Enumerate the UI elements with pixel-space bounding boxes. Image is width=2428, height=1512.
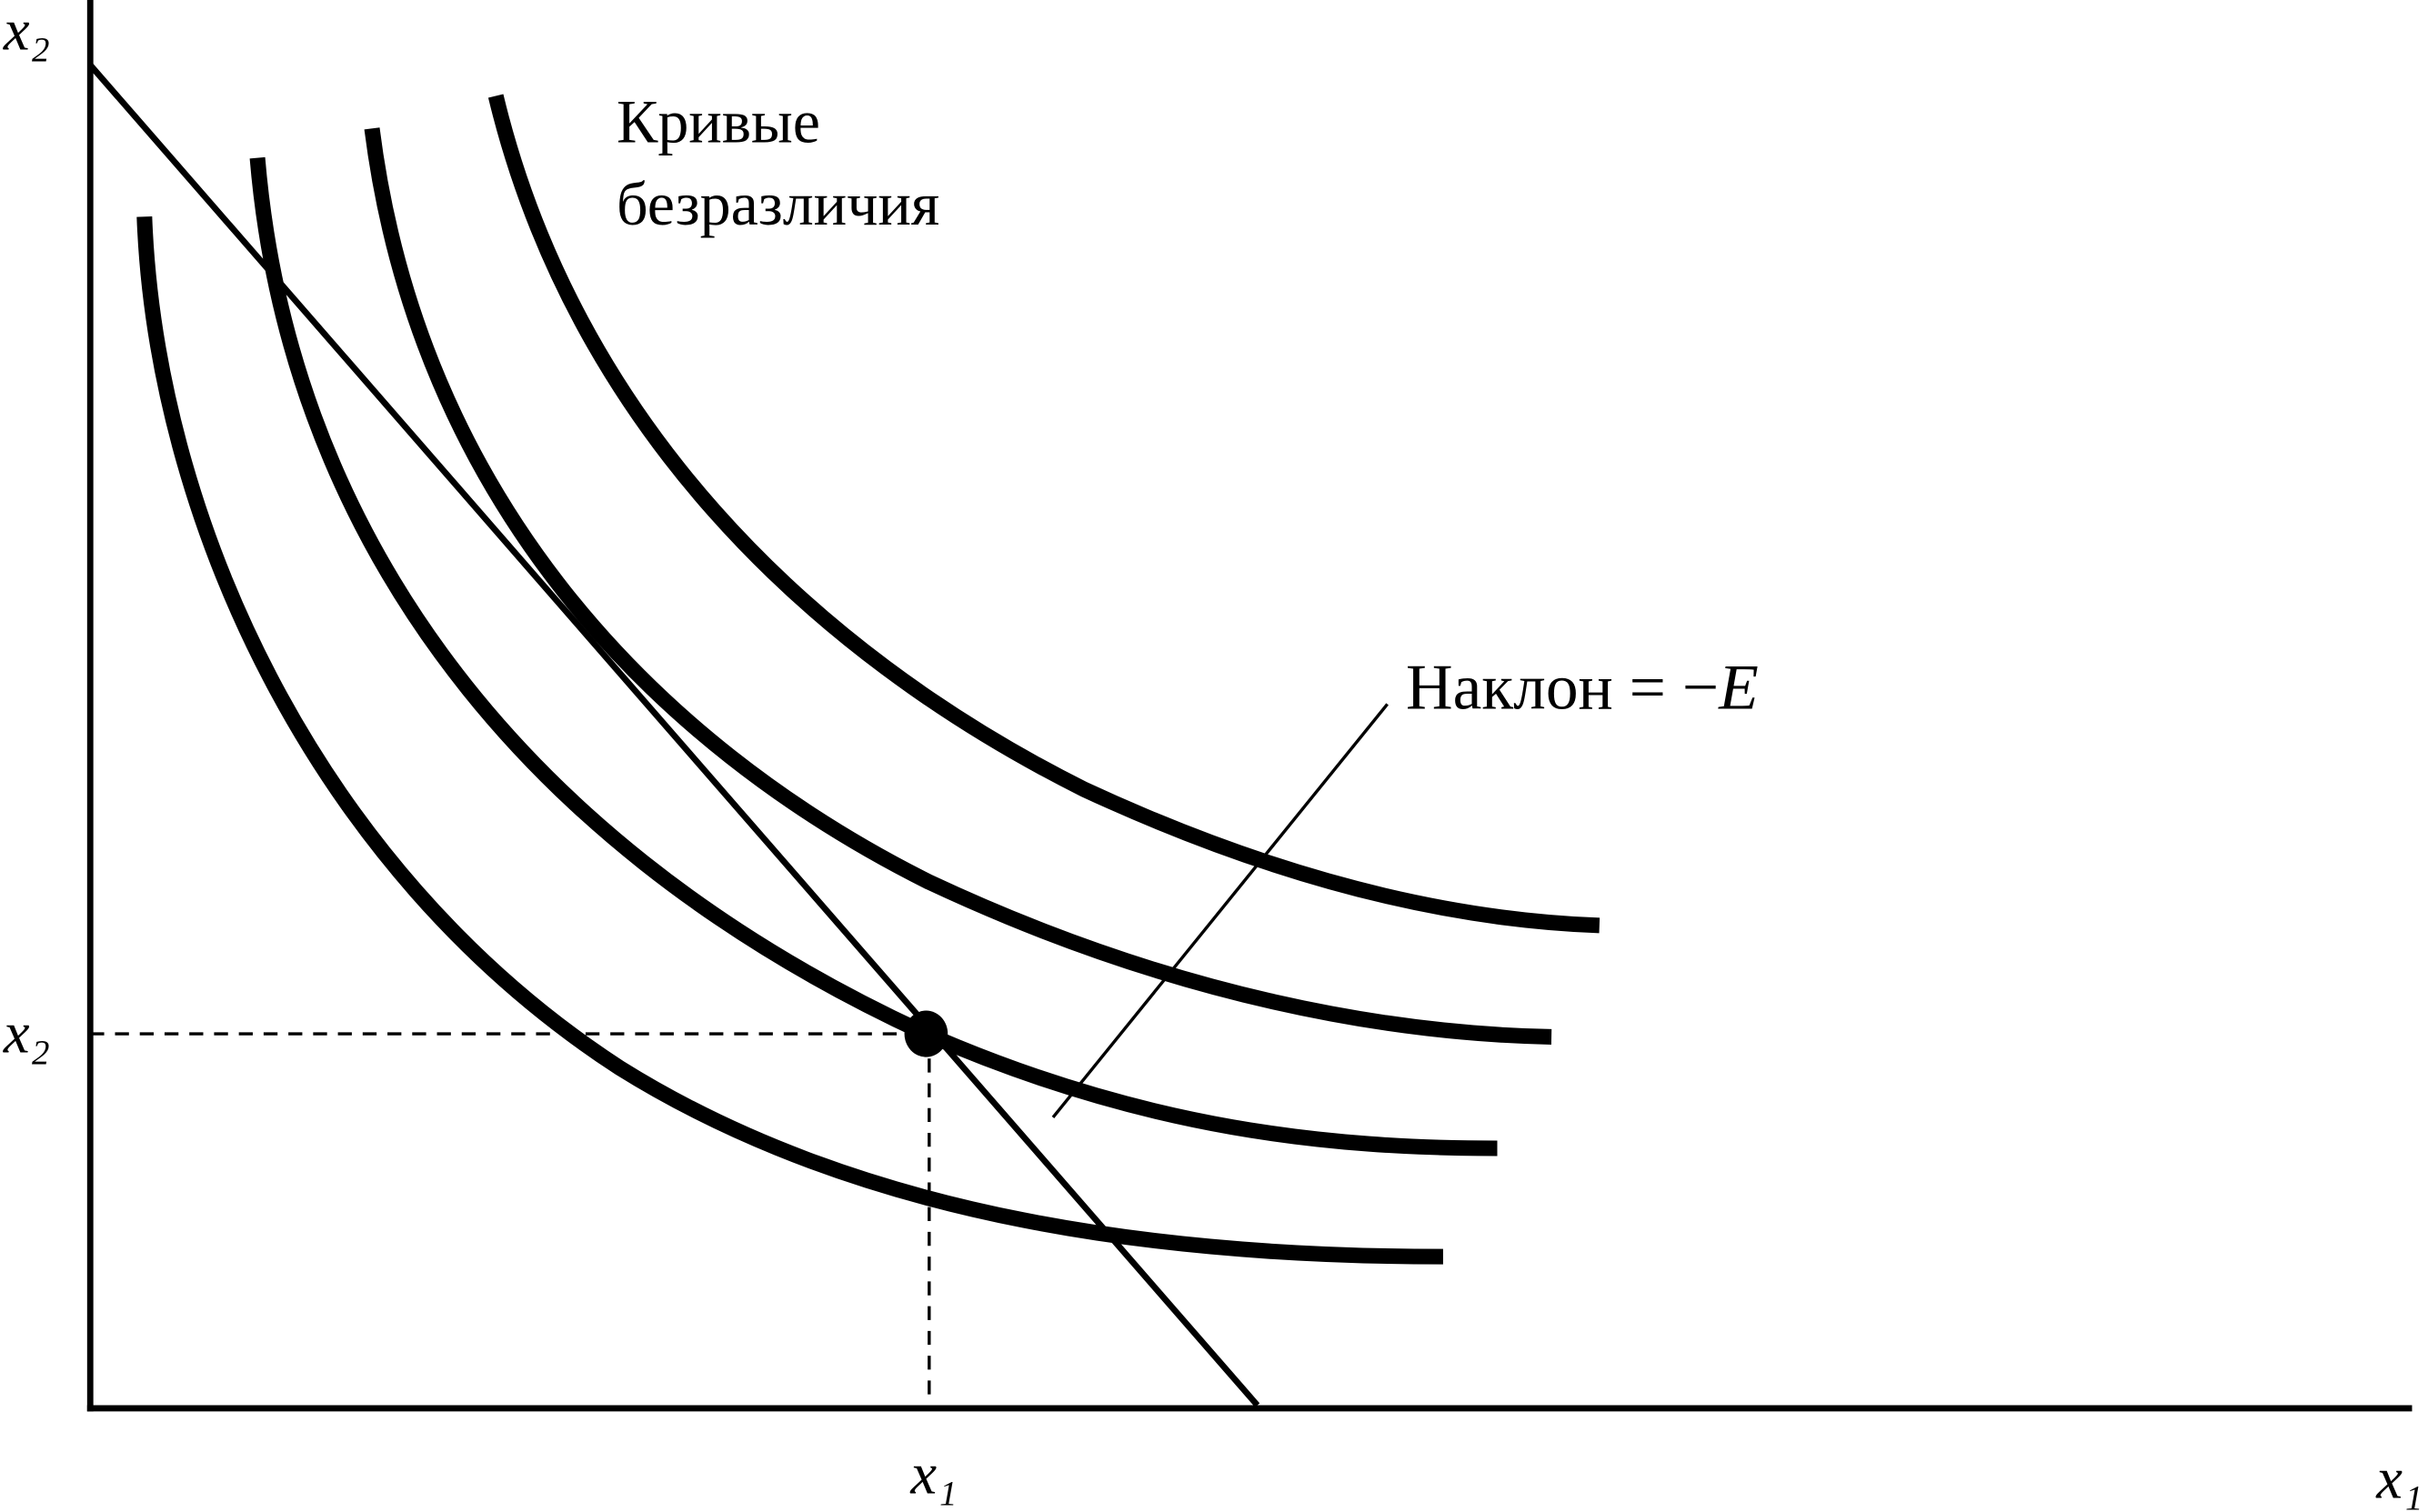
- pointer-line: [1051, 703, 1389, 1119]
- y-axis-label: x₂: [3, 0, 50, 62]
- indifference-curve: [364, 127, 1552, 1045]
- budget-line: [87, 63, 1260, 1407]
- indifference-curve: [249, 156, 1498, 1157]
- x-axis-label: x₁: [2375, 1446, 2423, 1511]
- slope-text: Наклон = −: [1406, 652, 1719, 724]
- slope-label: Наклон = −E: [1406, 652, 1759, 724]
- indifference-curves: [136, 94, 1600, 1265]
- curves-label: безразличия: [617, 169, 939, 238]
- indifference-curve: [487, 94, 1600, 934]
- equilibrium-y-label: x₂: [3, 999, 50, 1065]
- slope-symbol: E: [1718, 652, 1759, 724]
- curves-label: Кривые: [617, 87, 820, 156]
- indifference-curve: [136, 215, 1443, 1265]
- equilibrium-x-label: x₁: [909, 1441, 957, 1507]
- equilibrium-point: [904, 1010, 948, 1057]
